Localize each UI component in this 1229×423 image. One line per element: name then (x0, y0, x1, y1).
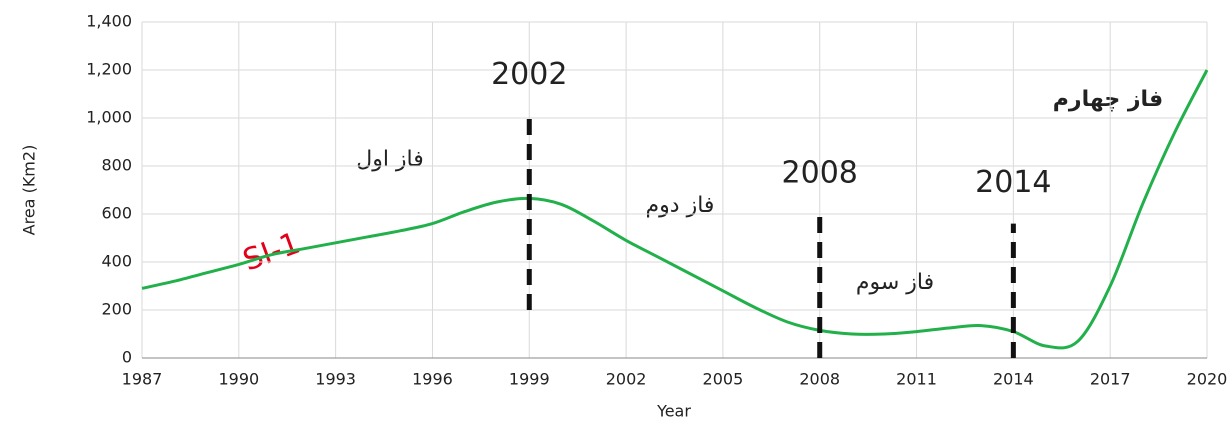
x-tick-label: 1990 (218, 370, 259, 389)
x-tick-label: 2014 (993, 370, 1034, 389)
x-tick-label: 1996 (412, 370, 453, 389)
y-axis-title: Area (Km2) (20, 145, 39, 236)
x-tick-label: 2020 (1187, 370, 1228, 389)
divider-label: 2002 (491, 57, 567, 92)
divider-label: 2008 (782, 156, 858, 191)
y-tick-label: 1,200 (86, 60, 132, 79)
y-tick-label: 1,000 (86, 108, 132, 127)
phase-label: فاز چهارم (1053, 87, 1163, 112)
x-axis-title: Year (656, 402, 691, 421)
x-tick-label: 2011 (896, 370, 937, 389)
y-tick-label: 200 (101, 300, 132, 319)
x-tick-label: 1999 (509, 370, 550, 389)
x-tick-label: 2008 (799, 370, 840, 389)
y-tick-label: 0 (122, 348, 132, 367)
y-tick-label: 400 (101, 252, 132, 271)
divider-label: 2014 (975, 165, 1051, 200)
series-line (141, 69, 1209, 350)
y-tick-label: 600 (101, 204, 132, 223)
x-tick-label: 1993 (315, 370, 356, 389)
x-tick-label: 2005 (703, 370, 744, 389)
x-tick-label: 1987 (122, 370, 163, 389)
series-label: SI-1 (239, 226, 305, 279)
x-tick-label: 2017 (1090, 370, 1131, 389)
x-tick-label: 2002 (606, 370, 647, 389)
phase-label: فاز اول (356, 147, 424, 172)
phase-label: فاز سوم (856, 270, 934, 295)
y-tick-label: 1,400 (86, 12, 132, 31)
y-tick-label: 800 (101, 156, 132, 175)
